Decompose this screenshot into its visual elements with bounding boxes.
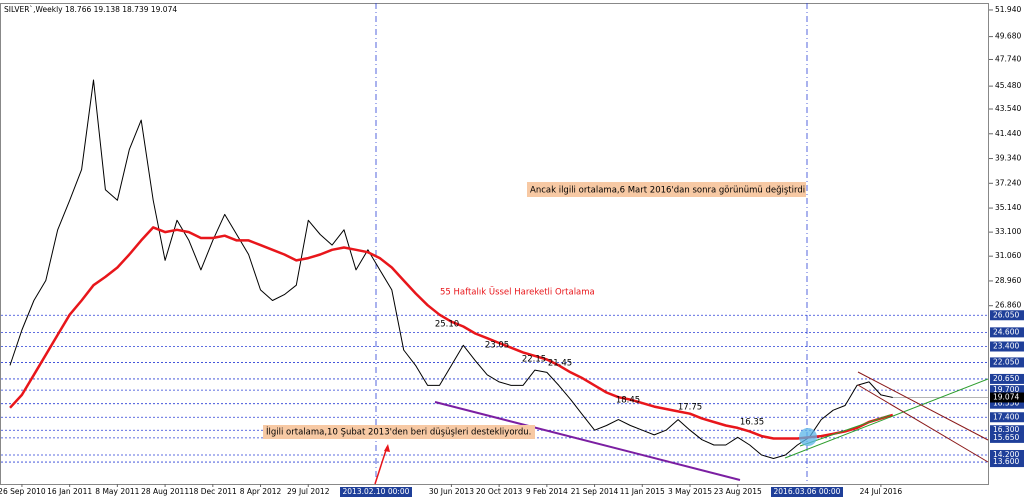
level-label: 19.700 xyxy=(993,385,1019,394)
y-tick-label: 41.440 xyxy=(995,129,1021,138)
x-tick-label: 20 Oct 2013 xyxy=(476,487,523,496)
level-label-box xyxy=(990,432,1024,443)
price-note: 18.45 xyxy=(616,396,640,406)
plot-frame xyxy=(0,3,989,485)
arrow-head xyxy=(384,444,390,452)
annotation: Ancak ilgili ortalama,6 Mart 2016'dan so… xyxy=(530,186,805,196)
x-tick-label: 16 Jan 2011 xyxy=(47,487,92,496)
channel-line xyxy=(857,384,989,463)
y-tick-label: 49.680 xyxy=(995,32,1021,41)
channel-line xyxy=(784,378,989,459)
annotation: 55 Haftalık Üssel Hareketli Ortalama xyxy=(440,287,595,298)
level-label-box xyxy=(990,373,1024,384)
current-price-label: 19.074 xyxy=(993,393,1019,402)
annotation-box xyxy=(527,182,806,197)
level-label: 16.300 xyxy=(993,425,1019,434)
level-label: 24.600 xyxy=(993,327,1019,336)
price-line xyxy=(9,79,893,459)
y-tick-label: 47.740 xyxy=(995,54,1021,63)
level-label: 14.200 xyxy=(993,450,1019,459)
vertical-marker-box xyxy=(771,487,843,497)
x-tick-label: 8 May 2011 xyxy=(95,487,139,496)
y-tick-label: 35.140 xyxy=(995,203,1021,212)
current-price-box xyxy=(990,392,1024,403)
x-tick-label: 29 Jul 2012 xyxy=(287,487,330,496)
y-tick-label: 45.480 xyxy=(995,81,1021,90)
level-label-box xyxy=(990,449,1024,460)
x-tick-label: 11 Jan 2015 xyxy=(620,487,665,496)
price-note: 16.35 xyxy=(740,418,764,428)
price-note: 22.15 xyxy=(522,355,546,365)
level-label-box xyxy=(990,412,1024,423)
support-trendline xyxy=(434,401,741,481)
vertical-marker-label: 2013.02.10 00:00 xyxy=(343,487,410,496)
price-note: 17.75 xyxy=(678,403,702,413)
y-tick-label: 26.860 xyxy=(995,301,1021,310)
annotation: İlgili ortalama,10 Şubat 2013'den beri d… xyxy=(266,427,531,438)
x-tick-label: 23 Aug 2015 xyxy=(714,487,762,496)
x-tick-label: 18 Dec 2011 xyxy=(189,487,237,496)
level-label: 22.050 xyxy=(993,357,1019,366)
level-label-box xyxy=(990,385,1024,396)
y-tick-label: 31.060 xyxy=(995,251,1021,260)
x-tick-label: 26 Sep 2010 xyxy=(0,487,46,496)
level-label: 13.600 xyxy=(993,457,1019,466)
level-label: 26.050 xyxy=(993,310,1019,319)
level-label-box xyxy=(990,425,1024,436)
x-tick-label: 8 Apr 2012 xyxy=(240,487,282,496)
level-label-box xyxy=(990,457,1024,468)
level-label-box xyxy=(990,398,1024,409)
vertical-marker-box xyxy=(340,487,412,497)
y-tick-label: 51.940 xyxy=(995,5,1021,14)
x-tick-label: 30 Jun 2013 xyxy=(429,487,474,496)
y-tick-label: 33.100 xyxy=(995,227,1021,236)
level-label-box xyxy=(990,341,1024,352)
x-tick-label: 21 Sep 2014 xyxy=(571,487,619,496)
price-note: 23.05 xyxy=(485,341,509,351)
x-tick-label: 28 Aug 2011 xyxy=(141,487,189,496)
x-tick-label: 9 Feb 2014 xyxy=(526,487,568,496)
y-tick-label: 39.340 xyxy=(995,154,1021,163)
annotation-box xyxy=(263,425,535,439)
level-label: 18.550 xyxy=(993,399,1019,408)
level-label-box xyxy=(990,357,1024,368)
x-tick-label: 24 Jul 2016 xyxy=(860,487,903,496)
level-label-box xyxy=(990,327,1024,338)
channel-line xyxy=(857,371,989,441)
level-label-box xyxy=(990,310,1024,321)
y-tick-label: 37.240 xyxy=(995,178,1021,187)
ema-line xyxy=(9,226,894,440)
x-tick-label: 3 May 2015 xyxy=(668,487,712,496)
level-label: 15.650 xyxy=(993,433,1019,442)
level-label: 17.400 xyxy=(993,412,1019,421)
y-tick-label: 28.960 xyxy=(995,276,1021,285)
highlight-circle xyxy=(799,428,817,446)
level-label: 23.400 xyxy=(993,342,1019,351)
price-note: 21.45 xyxy=(548,359,572,369)
level-label: 20.650 xyxy=(993,374,1019,383)
y-tick-label: 43.540 xyxy=(995,104,1021,113)
chart-title: SILVER`,Weekly 18.766 19.138 18.739 19.0… xyxy=(4,5,177,14)
vertical-marker-label: 2016.03.06 00:00 xyxy=(774,487,841,496)
arrow xyxy=(374,446,388,485)
price-note: 25.10 xyxy=(435,320,459,330)
